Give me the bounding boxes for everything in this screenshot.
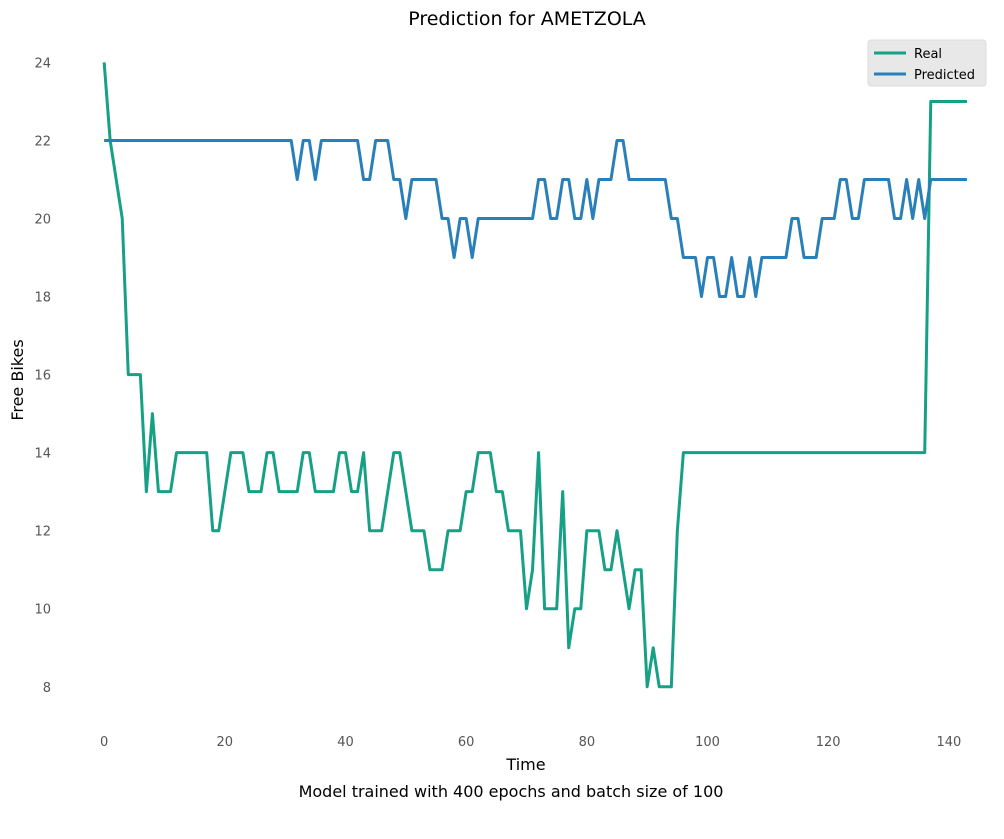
y-tick-label: 20 (34, 213, 51, 228)
x-tick-label: 60 (458, 735, 475, 750)
legend: Real Predicted (867, 39, 987, 87)
chart-title: Prediction for AMETZOLA (408, 8, 646, 30)
x-tick-label: 80 (579, 735, 596, 750)
y-tick-label: 18 (34, 291, 51, 306)
chart-caption: Model trained with 400 epochs and batch … (299, 782, 724, 801)
x-tick-label: 20 (217, 735, 234, 750)
x-axis-label: Time (505, 755, 545, 774)
x-axis-ticks: 0 20 40 60 80 100 120 140 (100, 735, 961, 750)
series-lines (102, 62, 967, 689)
y-axis-label: Free Bikes (8, 339, 27, 420)
x-tick-label: 120 (816, 735, 841, 750)
y-tick-label: 16 (34, 369, 51, 384)
y-tick-label: 22 (34, 134, 51, 149)
y-tick-label: 14 (34, 447, 51, 462)
y-tick-label: 8 (43, 681, 51, 696)
series-line-real (102, 62, 967, 689)
y-tick-label: 10 (34, 603, 51, 618)
legend-label-predicted: Predicted (914, 68, 975, 83)
y-axis-ticks: 8 10 12 14 16 18 20 22 24 (34, 56, 51, 695)
legend-label-real: Real (914, 47, 942, 62)
y-tick-label: 24 (34, 56, 51, 71)
x-tick-label: 100 (695, 735, 720, 750)
series-line-predicted (104, 138, 967, 299)
x-tick-label: 40 (337, 735, 354, 750)
x-tick-label: 0 (100, 735, 108, 750)
x-tick-label: 140 (936, 735, 961, 750)
y-tick-label: 12 (34, 525, 51, 540)
